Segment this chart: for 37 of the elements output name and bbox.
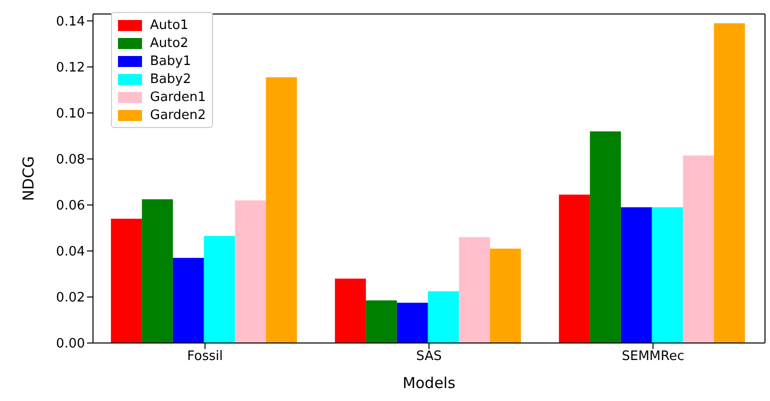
bar xyxy=(366,300,397,343)
bar xyxy=(334,278,366,343)
y-tick-label: 0.14 xyxy=(56,14,85,30)
bar xyxy=(682,155,714,343)
legend-label: Baby2 xyxy=(150,72,192,86)
bar xyxy=(490,248,521,343)
bar xyxy=(172,258,204,343)
legend-label: Baby1 xyxy=(150,54,192,68)
bar xyxy=(142,199,173,343)
x-tick-label: Fossil xyxy=(187,349,223,364)
legend-label: Garden2 xyxy=(150,108,206,122)
y-tick-label: 0.12 xyxy=(56,60,85,76)
y-tick-label: 0.04 xyxy=(56,244,85,260)
bar xyxy=(396,302,428,343)
bar xyxy=(620,207,652,343)
bar xyxy=(652,207,683,343)
bar xyxy=(458,237,490,343)
y-tick-label: 0.10 xyxy=(56,106,85,122)
y-tick-label: 0.00 xyxy=(56,336,85,352)
bar xyxy=(714,23,745,343)
x-tick-label: SAS xyxy=(416,349,442,364)
x-axis-title: Models xyxy=(402,374,456,392)
y-axis-title: NDCG xyxy=(19,156,38,201)
y-tick-label: 0.06 xyxy=(56,198,85,214)
bar xyxy=(110,218,142,343)
legend-label: Auto2 xyxy=(150,36,188,50)
y-tick-label: 0.08 xyxy=(56,152,85,168)
bar xyxy=(428,291,459,343)
x-tick-label: SEMMRec xyxy=(622,349,684,364)
legend-label: Garden1 xyxy=(150,90,206,104)
y-tick-label: 0.02 xyxy=(56,290,85,306)
legend-label: Auto1 xyxy=(150,18,188,32)
bar xyxy=(234,200,266,343)
bar xyxy=(266,77,297,343)
bar xyxy=(558,194,590,343)
bar xyxy=(590,131,621,343)
bar xyxy=(204,236,235,343)
